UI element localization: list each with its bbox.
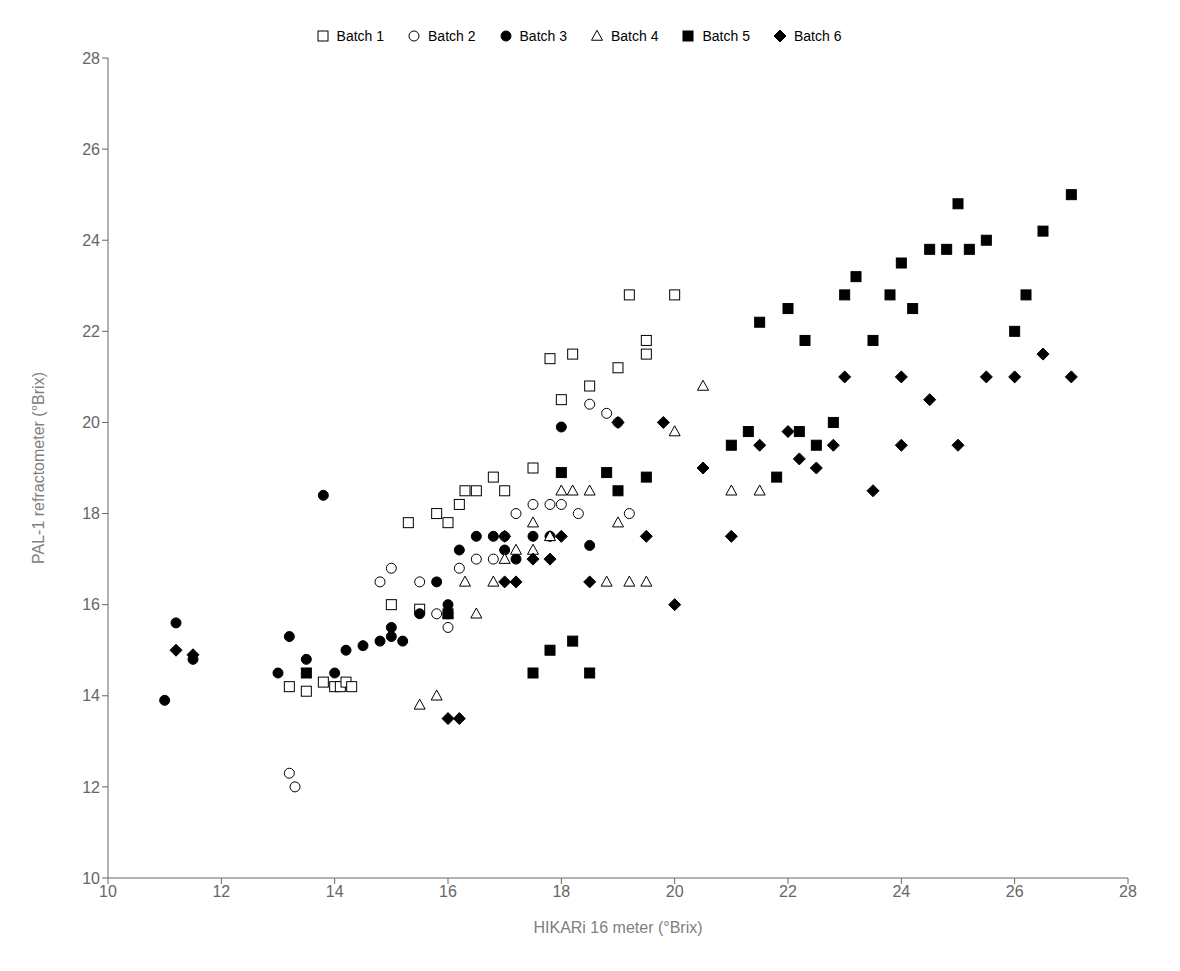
svg-text:12: 12 xyxy=(212,883,230,900)
svg-text:22: 22 xyxy=(82,323,100,340)
html-text:Batch 6: Batch 6 xyxy=(794,28,842,44)
svg-text:24: 24 xyxy=(892,883,910,900)
html-text:Batch 3: Batch 3 xyxy=(519,28,567,44)
svg-text:16: 16 xyxy=(439,883,457,900)
svg-text:24: 24 xyxy=(82,232,100,249)
svg-text:18: 18 xyxy=(82,505,100,522)
svg-text:12: 12 xyxy=(82,779,100,796)
html-text:Batch 5: Batch 5 xyxy=(702,28,750,44)
html-text:Batch 2: Batch 2 xyxy=(428,28,476,44)
svg-text:10: 10 xyxy=(82,870,100,887)
svg-text:14: 14 xyxy=(82,687,100,704)
svg-text:10: 10 xyxy=(99,883,117,900)
svg-text:28: 28 xyxy=(1119,883,1137,900)
svg-text:22: 22 xyxy=(779,883,797,900)
svg-text:26: 26 xyxy=(1006,883,1024,900)
svg-text:PAL-1 refractometer (°Brix): PAL-1 refractometer (°Brix) xyxy=(30,372,47,564)
svg-text:16: 16 xyxy=(82,596,100,613)
html-text:Batch 4: Batch 4 xyxy=(611,28,659,44)
svg-text:28: 28 xyxy=(82,50,100,67)
html-text:Batch 1: Batch 1 xyxy=(336,28,384,44)
svg-text:20: 20 xyxy=(82,414,100,431)
svg-text:18: 18 xyxy=(552,883,570,900)
svg-text:HIKARi 16 meter (°Brix): HIKARi 16 meter (°Brix) xyxy=(533,919,702,936)
svg-text:26: 26 xyxy=(82,141,100,158)
svg-text:20: 20 xyxy=(666,883,684,900)
svg-text:14: 14 xyxy=(326,883,344,900)
